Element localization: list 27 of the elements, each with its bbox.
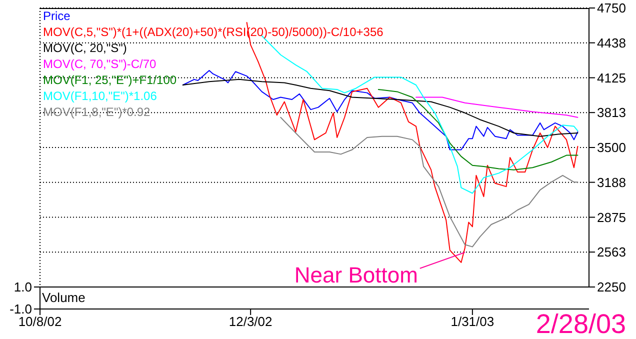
- y-tick-label: 2875: [597, 210, 626, 225]
- text: Price: [43, 8, 72, 24]
- y-tick-label: 3813: [597, 105, 626, 120]
- text: MOV(F1,8,"E")*0.92: [43, 104, 152, 120]
- text: MOV(F1,10,"E")*1.06: [43, 88, 158, 104]
- chart-title: Volume: [42, 289, 86, 307]
- annotation: Near Bottom: [294, 262, 418, 288]
- text: MOV(C, 70,"S")-C/70: [43, 56, 158, 72]
- y-tick-label: 2563: [597, 244, 626, 260]
- y-tick-label: 3500: [597, 140, 626, 156]
- y-tick-label: 4438: [597, 35, 626, 50]
- line-series: [280, 116, 578, 248]
- y-tick-label: 3188: [597, 174, 626, 190]
- y-tick-label: 2250: [597, 280, 626, 295]
- line-series: [378, 88, 578, 170]
- y-tick-label: 1.0: [14, 280, 32, 295]
- line-series: [182, 70, 578, 150]
- annotation: 2/28/03: [536, 309, 626, 339]
- text: MOV(C, 20,"S"): [43, 40, 128, 56]
- line-series: [416, 96, 578, 118]
- y-tick-label: -1.0: [10, 302, 32, 317]
- x-tick-label: 10/8/02: [18, 314, 62, 330]
- y-tick-label: 4125: [597, 70, 626, 86]
- x-tick-label: 12/3/02: [228, 314, 272, 330]
- text: MOV(F1, 25,"E")+F1/100: [43, 72, 178, 88]
- y-tick-label: 4750: [597, 0, 626, 16]
- x-tick-label: 1/31/03: [450, 314, 494, 330]
